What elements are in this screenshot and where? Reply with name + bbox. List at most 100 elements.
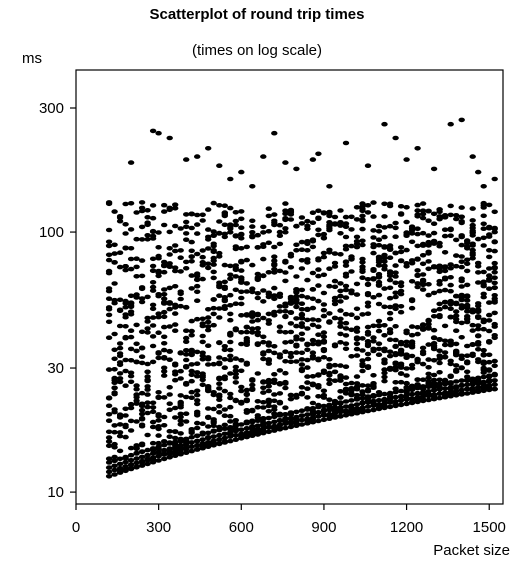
data-point — [194, 433, 201, 439]
data-point — [447, 390, 454, 396]
data-point — [116, 379, 124, 385]
data-point — [386, 295, 394, 301]
data-point — [304, 406, 311, 411]
data-point — [232, 421, 239, 427]
data-point — [403, 339, 410, 345]
data-point — [221, 413, 228, 419]
data-point — [149, 343, 157, 349]
data-point — [370, 244, 377, 250]
data-point — [441, 304, 449, 310]
data-point — [348, 214, 355, 220]
data-point — [177, 350, 184, 356]
data-point — [430, 221, 438, 226]
data-point — [243, 387, 250, 393]
data-point — [127, 373, 135, 379]
data-point — [392, 337, 399, 343]
data-point — [447, 262, 454, 267]
data-point — [392, 135, 399, 141]
data-point — [370, 385, 377, 391]
data-point — [105, 257, 113, 263]
data-point — [199, 263, 206, 268]
data-point — [183, 419, 190, 424]
data-point — [254, 275, 261, 280]
data-point — [194, 298, 201, 304]
data-point — [216, 219, 223, 224]
data-point — [227, 391, 234, 397]
data-point — [491, 270, 498, 275]
data-point — [127, 466, 135, 471]
data-point — [375, 282, 383, 287]
data-point — [381, 225, 388, 230]
data-point — [359, 256, 366, 262]
data-point — [315, 340, 322, 346]
data-point — [381, 367, 388, 372]
data-point — [111, 429, 118, 435]
x-tick-label: 600 — [229, 519, 254, 536]
data-point — [161, 262, 168, 268]
data-point — [172, 322, 179, 327]
data-point — [491, 275, 498, 281]
data-point — [397, 398, 405, 403]
data-point — [183, 352, 190, 357]
data-point — [320, 407, 328, 413]
data-point — [304, 226, 311, 232]
data-point — [403, 232, 410, 237]
data-point — [304, 218, 311, 224]
data-point — [232, 427, 239, 433]
data-point — [265, 388, 272, 394]
data-point — [359, 400, 366, 405]
data-point — [199, 371, 206, 377]
data-point — [441, 338, 449, 344]
data-point — [464, 374, 471, 380]
data-point — [238, 358, 245, 363]
data-point — [486, 273, 493, 278]
data-point — [430, 384, 438, 390]
data-point — [403, 385, 410, 390]
data-point — [216, 361, 223, 367]
data-point — [166, 264, 173, 269]
data-point — [386, 310, 394, 316]
data-point — [320, 334, 328, 340]
data-point — [315, 232, 322, 238]
data-point — [276, 294, 284, 300]
data-point — [453, 237, 460, 243]
data-point — [221, 222, 228, 228]
data-point — [309, 296, 317, 302]
y-tick-label: 100 — [39, 224, 64, 241]
data-point — [486, 368, 493, 373]
data-point — [172, 223, 179, 229]
data-point — [127, 160, 135, 165]
data-point — [491, 239, 498, 245]
x-axis-label: Packet size — [433, 542, 510, 559]
data-point — [403, 395, 410, 401]
data-point — [469, 353, 476, 359]
data-point — [183, 231, 190, 236]
data-point — [375, 242, 383, 248]
data-point — [205, 441, 212, 447]
data-point — [161, 395, 168, 400]
data-point — [271, 296, 278, 302]
data-point — [486, 379, 493, 385]
data-point — [276, 425, 284, 431]
data-point — [353, 244, 361, 250]
data-point — [414, 208, 421, 213]
data-point — [161, 369, 168, 374]
data-point — [111, 467, 118, 473]
data-point — [419, 345, 427, 351]
data-point — [359, 242, 366, 248]
data-point — [364, 396, 372, 401]
data-point — [392, 360, 399, 366]
data-point — [276, 241, 284, 247]
data-point — [138, 390, 146, 396]
data-point — [172, 446, 179, 452]
data-point — [166, 300, 173, 305]
data-point — [243, 257, 250, 263]
data-point — [111, 409, 118, 415]
data-point — [293, 409, 300, 415]
data-point — [392, 294, 399, 300]
data-point — [348, 398, 355, 403]
data-point — [486, 328, 493, 334]
data-point — [161, 222, 168, 228]
data-point — [304, 395, 311, 400]
data-point — [298, 307, 306, 312]
